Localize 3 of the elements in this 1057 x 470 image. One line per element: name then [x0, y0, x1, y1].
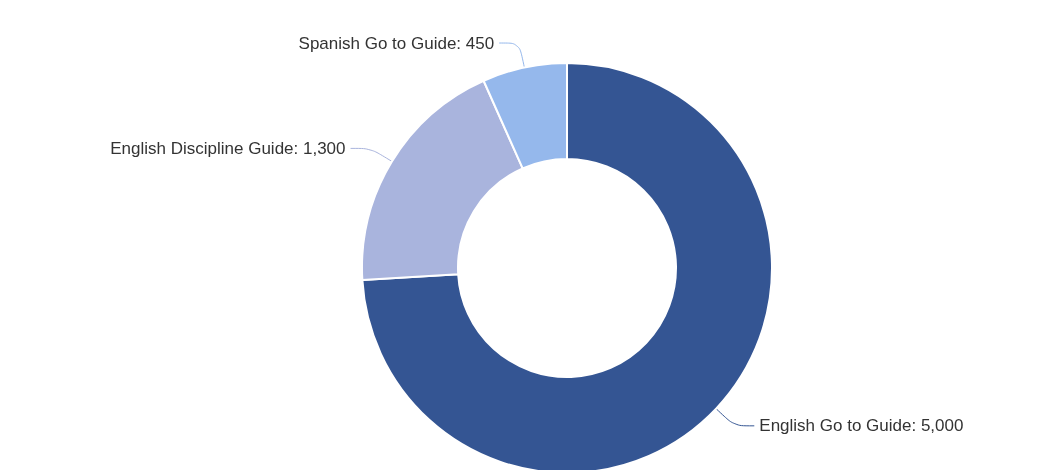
slice-label: Spanish Go to Guide: 450 [298, 33, 495, 53]
slice-label: English Go to Guide: 5,000 [759, 416, 964, 436]
slice-label: English Discipline Guide: 1,300 [110, 138, 346, 158]
